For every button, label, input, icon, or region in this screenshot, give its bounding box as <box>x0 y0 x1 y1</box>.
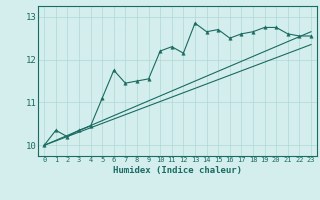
X-axis label: Humidex (Indice chaleur): Humidex (Indice chaleur) <box>113 166 242 175</box>
